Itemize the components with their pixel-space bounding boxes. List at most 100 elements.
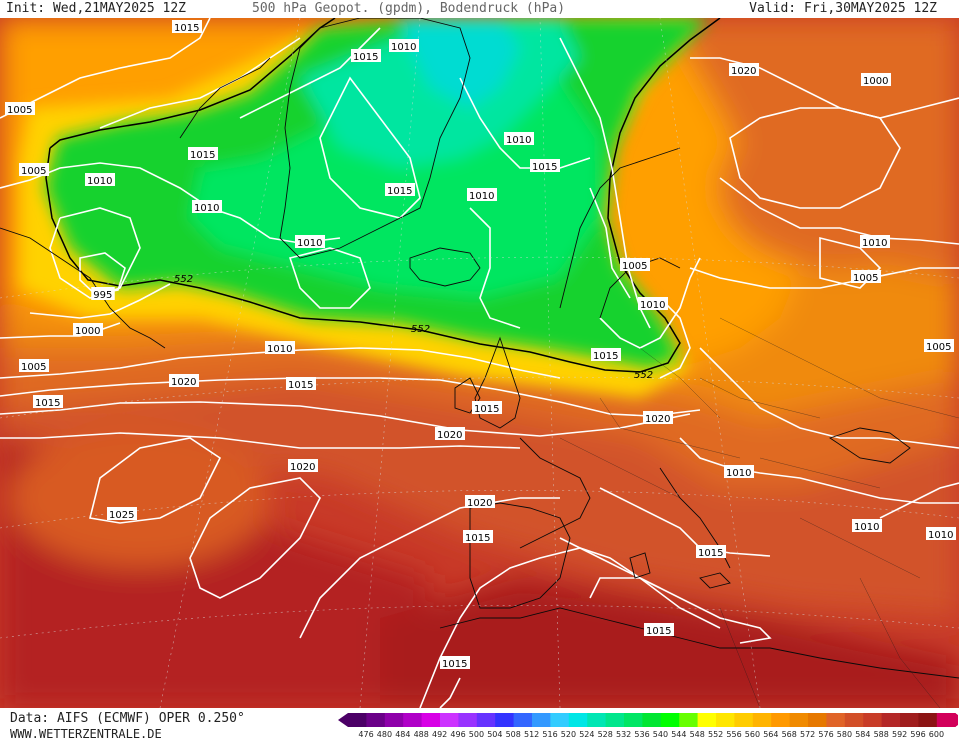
- svg-text:1015: 1015: [387, 186, 412, 197]
- isobar-label: 1010: [926, 527, 956, 541]
- svg-text:1005: 1005: [21, 166, 46, 177]
- legend-tick-label: 508: [506, 730, 521, 739]
- legend-tick-label: 544: [671, 730, 686, 739]
- svg-text:1010: 1010: [297, 238, 322, 249]
- isobar-label: 1020: [465, 495, 495, 509]
- svg-text:1015: 1015: [532, 162, 557, 173]
- legend-swatch: [918, 713, 938, 727]
- isobar-label: 1025: [107, 507, 137, 521]
- contour-552-labels: 552 552 552: [174, 274, 653, 381]
- svg-text:1020: 1020: [731, 66, 756, 77]
- legend-tick-label: 520: [561, 730, 576, 739]
- isobar-label: 1010: [389, 39, 419, 53]
- graticule: [0, 18, 959, 708]
- svg-text:1010: 1010: [267, 344, 292, 355]
- contour-552-line: [45, 18, 721, 373]
- legend-swatch: [697, 713, 717, 727]
- isobar-label: 1010: [295, 235, 325, 249]
- legend-swatch: [605, 713, 625, 727]
- legend-tick-label: 500: [469, 730, 484, 739]
- legend-tick-label: 552: [708, 730, 723, 739]
- svg-text:1010: 1010: [87, 176, 112, 187]
- isobar-label: 1010: [192, 200, 222, 214]
- svg-text:1020: 1020: [645, 414, 670, 425]
- svg-text:1005: 1005: [926, 342, 951, 353]
- legend-tick-label: 580: [837, 730, 852, 739]
- legend-tick-label: 600: [929, 730, 944, 739]
- legend-arrow-right: [955, 713, 958, 727]
- isobar-label: 1005: [620, 258, 650, 272]
- isobar-label: 1020: [643, 411, 673, 425]
- svg-text:1015: 1015: [35, 398, 60, 409]
- isobar-label: 1015: [33, 395, 63, 409]
- isobar-label: 1010: [860, 235, 890, 249]
- svg-text:1015: 1015: [174, 23, 199, 34]
- legend-swatch: [789, 713, 809, 727]
- color-scale-legend: 476 480 484 488 492 496 500 504 508 512 516 520 524 5…: [338, 713, 958, 739]
- legend-swatch: [660, 713, 680, 727]
- isobar-label: 1020: [435, 427, 465, 441]
- legend-tick-label: 480: [377, 730, 392, 739]
- website-label: WWW.WETTERZENTRALE.DE: [10, 727, 162, 741]
- isobars: [0, 18, 959, 708]
- legend-tick-label: 588: [874, 730, 889, 739]
- legend-swatch: [734, 713, 754, 727]
- legend-swatch: [403, 713, 423, 727]
- svg-text:1010: 1010: [640, 300, 665, 311]
- svg-text:1015: 1015: [698, 548, 723, 559]
- legend-tick-label: 492: [432, 730, 447, 739]
- svg-text:1005: 1005: [21, 362, 46, 373]
- isobar-label: 1005: [19, 359, 49, 373]
- isobar-label: 1010: [852, 519, 882, 533]
- svg-text:1015: 1015: [474, 404, 499, 415]
- legend-tick-label: 556: [726, 730, 741, 739]
- isobar-label: 1015: [351, 49, 381, 63]
- legend-tick-label: 496: [450, 730, 465, 739]
- legend-swatch: [366, 713, 386, 727]
- svg-text:1015: 1015: [646, 626, 671, 637]
- legend-swatch: [752, 713, 772, 727]
- svg-text:1005: 1005: [853, 273, 878, 284]
- svg-text:1010: 1010: [726, 468, 751, 479]
- legend-swatch: [421, 713, 441, 727]
- contour-552-label: 552: [634, 370, 653, 381]
- svg-text:1010: 1010: [391, 42, 416, 53]
- svg-text:1010: 1010: [506, 135, 531, 146]
- contour-552-label: 552: [411, 324, 430, 335]
- legend-swatch: [936, 713, 956, 727]
- legend-tick-label: 568: [782, 730, 797, 739]
- map-title: 500 hPa Geopot. (gpdm), Bodendruck (hPa): [252, 1, 566, 16]
- isobar-label: 1020: [288, 459, 318, 473]
- isobar-label: 1015: [472, 401, 502, 415]
- isobar-label: 1005: [851, 270, 881, 284]
- isobar-label: 1015: [188, 147, 218, 161]
- legend-tick-label: 516: [542, 730, 557, 739]
- legend-swatch: [495, 713, 515, 727]
- isobar-label: 1010: [724, 465, 754, 479]
- legend-swatch: [881, 713, 901, 727]
- legend-tick-label: 524: [579, 730, 594, 739]
- legend-arrow-left: [338, 713, 348, 727]
- svg-text:1005: 1005: [622, 261, 647, 272]
- isobar-label: 1005: [924, 339, 954, 353]
- isobar-label: 1000: [861, 73, 891, 87]
- svg-text:995: 995: [93, 290, 112, 301]
- svg-text:1015: 1015: [190, 150, 215, 161]
- svg-text:1015: 1015: [465, 533, 490, 544]
- isobar-label: 1015: [440, 656, 470, 670]
- isobar-label: 1015: [696, 545, 726, 559]
- legend-tick-label: 540: [653, 730, 668, 739]
- legend-swatch: [513, 713, 533, 727]
- isobar-label: 1015: [463, 530, 493, 544]
- svg-text:1010: 1010: [854, 522, 879, 533]
- map-canvas: 1015 1010 1020 1015 1005 1000 1015 1010 1015 1005…: [0, 18, 959, 708]
- isobar-label: 995: [91, 287, 115, 301]
- legend-tick-label: 512: [524, 730, 539, 739]
- isobar-label: 1010: [265, 341, 295, 355]
- legend-tick-label: 576: [818, 730, 833, 739]
- svg-text:1000: 1000: [863, 76, 888, 87]
- legend-tick-label: 484: [395, 730, 410, 739]
- legend-tick-label: 596: [910, 730, 925, 739]
- borders: [559, 317, 959, 708]
